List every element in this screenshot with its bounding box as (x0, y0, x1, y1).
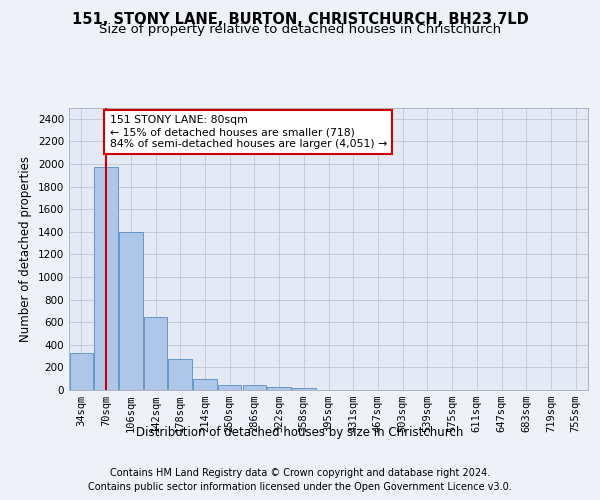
Bar (292, 388, 316, 390)
Text: 151 STONY LANE: 80sqm
← 15% of detached houses are smaller (718)
84% of semi-det: 151 STONY LANE: 80sqm ← 15% of detached … (110, 116, 387, 148)
Y-axis label: Number of detached properties: Number of detached properties (19, 156, 32, 342)
Bar (268, 387, 291, 390)
Text: 151, STONY LANE, BURTON, CHRISTCHURCH, BH23 7LD: 151, STONY LANE, BURTON, CHRISTCHURCH, B… (71, 12, 529, 28)
Text: Contains HM Land Registry data © Crown copyright and database right 2024.: Contains HM Land Registry data © Crown c… (110, 468, 490, 477)
Bar (119, 232, 143, 390)
Bar (169, 359, 192, 390)
Bar (144, 317, 167, 390)
Text: Distribution of detached houses by size in Christchurch: Distribution of detached houses by size … (136, 426, 464, 439)
Text: Size of property relative to detached houses in Christchurch: Size of property relative to detached ho… (99, 24, 501, 36)
Bar (70, 354, 93, 390)
Bar (218, 384, 241, 390)
Text: Contains public sector information licensed under the Open Government Licence v3: Contains public sector information licen… (88, 482, 512, 492)
Bar (242, 386, 266, 390)
Bar (94, 167, 118, 390)
Bar (193, 378, 217, 390)
